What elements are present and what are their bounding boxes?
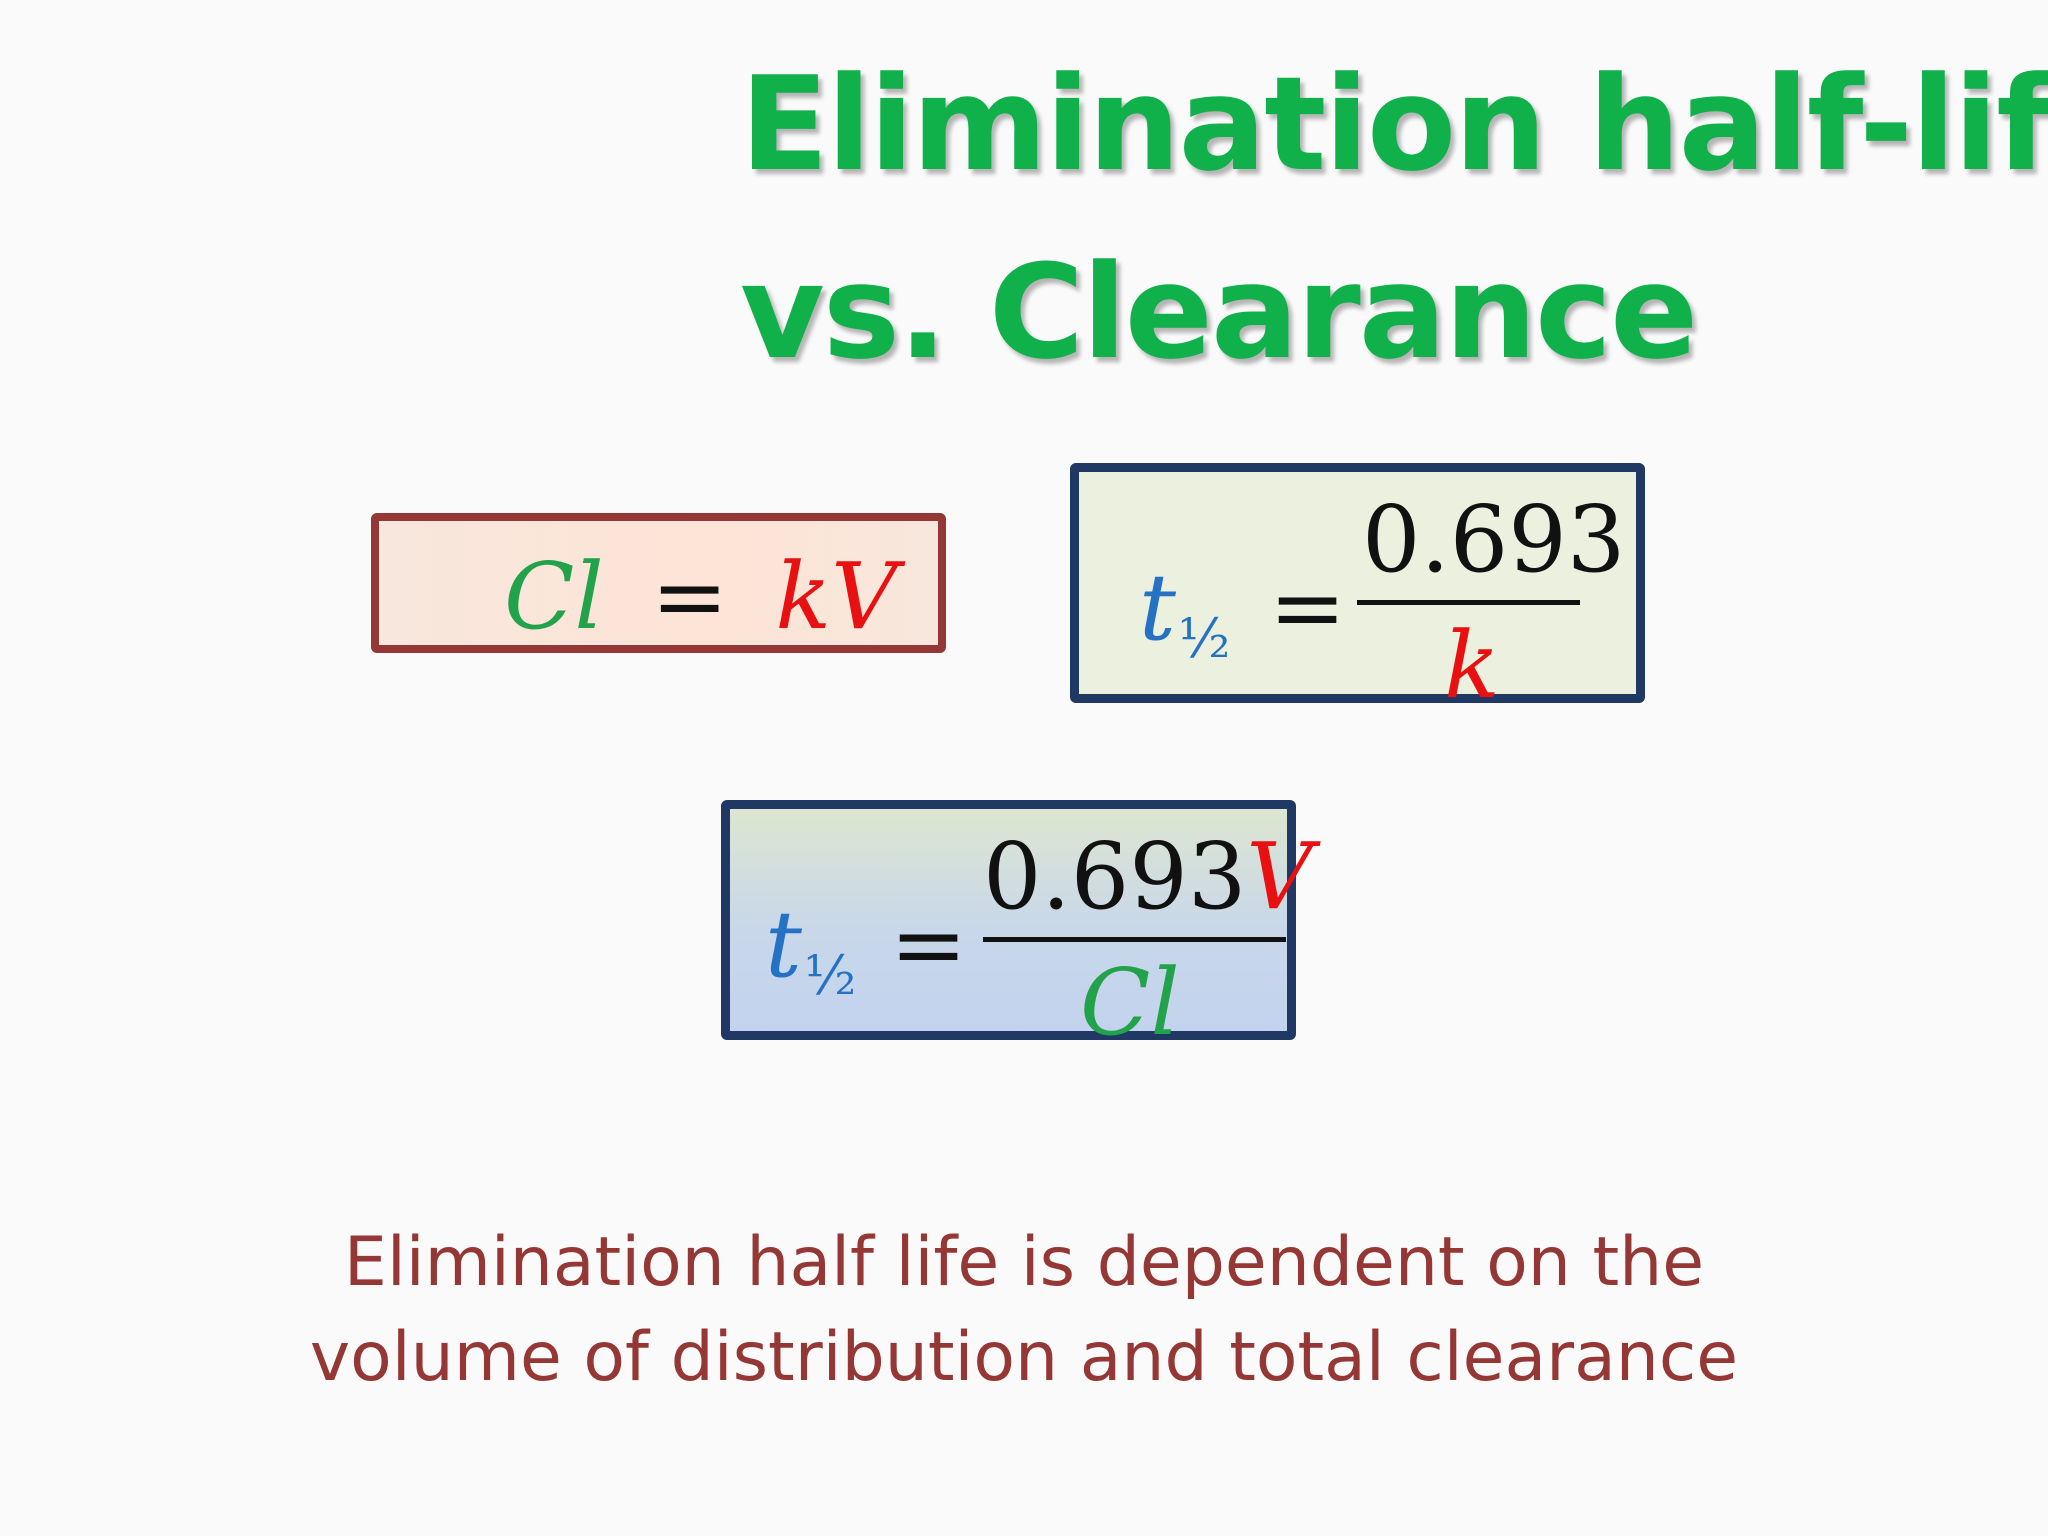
volume-symbol: V xyxy=(1246,823,1313,930)
fraction-bar xyxy=(983,937,1286,942)
half-life-t: t xyxy=(1139,554,1176,661)
half-life-t: t xyxy=(765,891,802,998)
half-life-symbol: t½ xyxy=(765,899,856,1003)
half-life-rate-equation-box: t½ = 0.693 k xyxy=(1070,463,1645,712)
caption-line-2: volume of distribution and total clearan… xyxy=(309,1318,1739,1397)
clearance-symbol: Cl xyxy=(504,543,604,650)
kv-product: kV xyxy=(775,543,898,650)
title-line-1: Elimination half-life xyxy=(740,48,2048,200)
title-line-2: vs. Clearance xyxy=(740,236,1698,388)
half-life-subscript: ½ xyxy=(803,944,857,1007)
clearance-equation: Cl = kV xyxy=(504,551,898,643)
equals-sign: = xyxy=(890,891,968,998)
half-life-clearance-equation-box: t½ = 0.693V Cl xyxy=(721,800,1313,1049)
slide-caption: Elimination half life is dependent on th… xyxy=(0,1215,2048,1405)
fraction-denominator: k xyxy=(1444,612,1500,719)
equals-sign: = xyxy=(651,543,729,650)
half-life-subscript: ½ xyxy=(1177,607,1231,670)
half-life-symbol: t½ xyxy=(1139,562,1230,666)
fraction-denominator: Cl xyxy=(1080,949,1180,1056)
slide-title: Elimination half-life vs. Clearance xyxy=(740,30,2048,406)
caption-line-1: Elimination half life is dependent on th… xyxy=(343,1223,1705,1302)
numerator-constant: 0.693 xyxy=(983,823,1247,930)
fraction-bar xyxy=(1357,600,1580,605)
fraction-numerator: 0.693V xyxy=(983,831,1313,923)
clearance-equation-box: Cl = kV xyxy=(371,513,946,653)
fraction-numerator: 0.693 xyxy=(1362,486,1626,593)
equals-sign: = xyxy=(1269,554,1347,661)
